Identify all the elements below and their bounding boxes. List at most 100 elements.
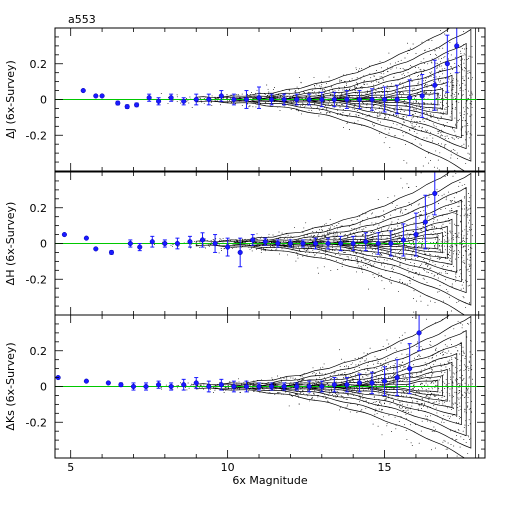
scatter-dot [419,295,421,297]
scatter-dot [355,257,356,259]
scatter-dot [180,102,182,104]
x-tick-label: 10 [221,461,235,474]
scatter-dot [471,103,473,105]
scatter-dot [338,89,340,91]
scatter-dot [440,132,442,134]
scatter-dot [401,281,403,283]
scatter-dot [414,67,416,68]
scatter-dot [427,63,429,65]
scatter-dot [385,392,387,393]
scatter-dot [452,80,454,82]
scatter-dot [415,100,417,102]
scatter-dot [404,309,405,310]
panels-layer: -0.200.2ΔJ (6x-Survey)-0.200.2ΔH (6x-Sur… [4,18,486,474]
scatter-dot [399,258,400,260]
scatter-dot [369,263,371,265]
scatter-dot [220,248,222,249]
scatter-dot [399,380,401,381]
scatter-dot [385,137,387,139]
scatter-dot [462,77,464,79]
scatter-dot [360,387,362,389]
scatter-dot [460,341,462,343]
scatter-dot [359,398,361,400]
scatter-dot [424,263,426,265]
scatter-dot [434,166,435,168]
scatter-dot [419,265,421,266]
scatter-dot [444,388,446,389]
scatter-dot [388,226,390,228]
scatter-dot [449,400,451,402]
scatter-dot [393,365,395,367]
scatter-dot [464,125,466,127]
scatter-dot [378,132,380,134]
mean-point [99,93,105,99]
scatter-dot [379,60,381,62]
scatter-dot [224,387,226,389]
scatter-dot [469,259,471,261]
scatter-dot [392,365,394,367]
mean-point [231,383,237,390]
scatter-dot [261,249,263,251]
scatter-dot [398,363,400,365]
scatter-dot [176,385,178,387]
scatter-dot [306,96,308,98]
scatter-dot [394,374,396,376]
scatter-dot [186,98,187,99]
scatter-dot [436,258,438,260]
scatter-dot [405,413,407,415]
scatter-dot [378,408,380,410]
scatter-dot [438,398,440,399]
scatter-dot [417,376,419,378]
scatter-dot [381,404,382,406]
scatter-dot [305,105,307,107]
scatter-dot [407,42,409,44]
scatter-dot [381,254,382,255]
scatter-dot [360,396,362,398]
scatter-dot [320,86,322,88]
scatter-dot [438,169,440,171]
scatter-dot [459,215,461,217]
scatter-dot [292,377,294,379]
scatter-dot [381,92,383,94]
contour-level [233,186,467,294]
scatter-dot [326,232,328,234]
scatter-dot [318,90,320,92]
scatter-dot [443,439,445,441]
scatter-dot [453,86,455,88]
scatter-dot [469,253,471,255]
scatter-dot [387,229,389,231]
scatter-dot [330,269,332,271]
scatter-dot [331,86,333,88]
scatter-dot [468,360,470,362]
scatter-dot [471,18,472,19]
scatter-dot [348,107,350,108]
scatter-dot [231,102,233,103]
scatter-dot [415,186,417,187]
scatter-dot [320,80,322,82]
panel-H: -0.200.2ΔH (6x-Survey) [4,171,486,316]
scatter-dot [440,365,442,367]
scatter-dot [463,260,465,262]
scatter-dot [390,347,392,349]
scatter-dot [362,264,364,266]
scatter-dot [332,393,334,395]
scatter-dot [365,116,367,118]
scatter-dot [316,231,318,233]
scatter-dot [254,92,256,94]
mean-point [250,237,256,243]
scatter-dot [469,439,470,441]
scatter-dot [386,85,388,87]
scatter-dot [272,378,273,380]
scatter-dot [392,387,394,389]
scatter-dot [469,301,470,303]
density-contours [195,172,476,315]
scatter-dot [345,398,347,400]
scatter-dot [400,107,402,109]
scatter-dot [438,79,440,81]
scatter-dot [154,244,155,245]
scatter-dot [468,419,470,421]
scatter-dot [451,358,453,360]
scatter-dot [469,102,471,104]
scatter-dot [442,90,444,92]
scatter-dot [359,215,361,217]
